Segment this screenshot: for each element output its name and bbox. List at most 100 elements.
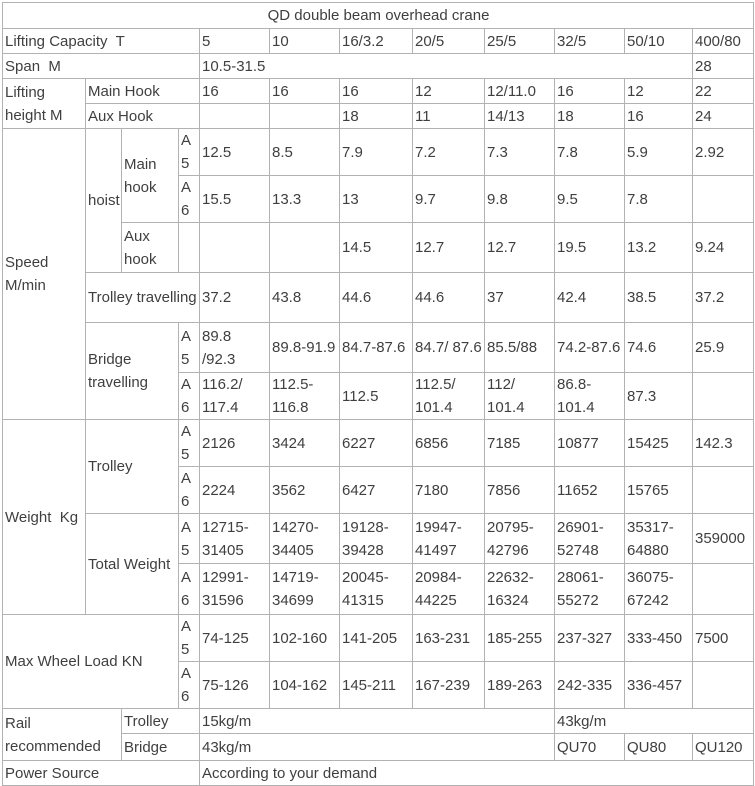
- table-cell: 24: [691, 103, 755, 129]
- table-cell: 15.5: [199, 175, 270, 223]
- table-cell: 74.2-87.6: [554, 322, 625, 373]
- table-cell: 13.2: [624, 222, 693, 273]
- row-label-aux-hook: Aux Hook: [85, 103, 200, 129]
- table-cell: 19.5: [554, 222, 625, 273]
- table-cell: 237-327: [554, 614, 625, 662]
- table-row: Span M 10.5-31.5 28: [2, 53, 755, 79]
- duty-class-a6: A6: [178, 661, 200, 709]
- table-cell: 9.5: [554, 175, 625, 223]
- table-cell: 25.9: [691, 322, 755, 373]
- table-cell: 15kg/m: [199, 708, 555, 734]
- table-row: QD double beam overhead crane: [1, 2, 755, 29]
- row-label-rail-trolley: Trolley: [121, 708, 200, 734]
- table-cell: 102-160: [269, 614, 340, 662]
- table-cell: 38.5: [624, 272, 693, 323]
- table-cell: 13.3: [269, 175, 340, 223]
- table-cell: 18: [339, 103, 413, 129]
- table-cell: 7.3: [484, 128, 555, 176]
- table-cell: 85.5/88: [484, 322, 555, 373]
- table-cell: 20984- 44225: [412, 563, 485, 615]
- table-cell: 44.6: [412, 272, 485, 323]
- table-cell: 20045- 41315: [339, 563, 413, 615]
- table-cell: 12/11.0: [484, 78, 555, 104]
- table-cell: 163-231: [412, 614, 485, 662]
- table-cell: 22632- 16324: [484, 563, 555, 615]
- table-cell: 10: [269, 28, 340, 54]
- table-cell: 16: [554, 78, 625, 104]
- table-row: Speed M/min hoist Main hook A5 12.5 8.5 7.9 7.2…: [2, 128, 755, 420]
- row-label-total-weight: Total Weight: [85, 513, 179, 615]
- table-cell: 2.92: [691, 128, 755, 176]
- table-cell: 84.7/ 87.6: [412, 322, 485, 373]
- table-cell: According to your demand: [198, 760, 755, 786]
- table-cell: 28: [691, 53, 755, 79]
- table-cell: 2224: [199, 466, 270, 514]
- row-label-lifting-height: Lifting height M: [2, 78, 86, 129]
- table-cell: 12715- 31405: [199, 513, 270, 564]
- row-label-power-source: Power Source: [2, 760, 200, 786]
- table-cell: 112.5: [339, 372, 413, 420]
- table-row: A6 2224 3562 6427 7180 7856 11652 15765: [3, 466, 755, 514]
- table-cell: QU120: [691, 733, 755, 761]
- table-cell: 16: [624, 103, 693, 129]
- table-cell: 16: [339, 78, 413, 104]
- table-cell: 9.24: [691, 222, 755, 273]
- table-row: Lifting height M Main Hook 16 16 16 12 12/11.0…: [2, 78, 755, 129]
- table-row: Rail recommended Trolley 15kg/m 43kg/m: [2, 708, 755, 761]
- table-cell: 7.2: [412, 128, 485, 176]
- table-cell: 7180: [412, 466, 485, 514]
- table-cell: 12: [412, 78, 485, 104]
- duty-class-a6: A6: [178, 372, 200, 420]
- table-cell: 7.8: [554, 128, 625, 176]
- table-cell: 11: [412, 103, 485, 129]
- table-cell: 43kg/m: [553, 708, 755, 734]
- table-cell: 7185: [484, 419, 555, 467]
- duty-class-a5: A5: [178, 322, 200, 373]
- table-cell: 10.5-31.5: [199, 53, 693, 79]
- table-cell: 5.9: [624, 128, 693, 176]
- table-cell: 11652: [554, 466, 625, 514]
- table-cell: [178, 222, 200, 273]
- table-cell: 87.3: [624, 372, 693, 420]
- table-cell: 43.8: [269, 272, 340, 323]
- table-cell: 116.2/ 117.4: [199, 372, 270, 420]
- table-cell: [199, 222, 270, 273]
- table-row: Bridge travelling A5 89.8 /92.3 89.8-91.9 84…: [3, 322, 755, 420]
- table-cell: [691, 661, 755, 709]
- table-title: QD double beam overhead crane: [1, 2, 755, 29]
- table-cell: 2126: [199, 419, 270, 467]
- row-label-hoist-main-hook: Main hook: [121, 128, 179, 223]
- table-cell: QU80: [624, 733, 693, 761]
- table-cell: 25/5: [484, 28, 555, 54]
- table-cell: 28061- 55272: [554, 563, 625, 615]
- table-cell: 112.5/ 101.4: [412, 372, 485, 420]
- table-cell: 242-335: [554, 661, 625, 709]
- table-cell: [199, 103, 270, 129]
- duty-class-a6: A6: [178, 466, 200, 514]
- duty-class-a6: A6: [178, 563, 200, 615]
- table-row: Aux Hook 18 11 14/13 18 16 24: [3, 103, 755, 129]
- table-cell: 7856: [484, 466, 555, 514]
- row-label-speed: Speed M/min: [2, 128, 86, 420]
- table-cell: 14.5: [339, 222, 413, 273]
- row-label-bridge-travelling: Bridge travelling: [85, 322, 179, 420]
- table-cell: [691, 372, 755, 420]
- table-cell: 89.8 /92.3: [199, 322, 270, 373]
- table-cell: 7.8: [624, 175, 693, 223]
- table-cell: 142.3: [691, 419, 755, 467]
- table-cell: 74.6: [624, 322, 693, 373]
- table-cell: 19947- 41497: [412, 513, 485, 564]
- table-cell: 42.4: [554, 272, 625, 323]
- table-row: A6 12991- 31596 14719- 34699 20045- 41315 20…: [3, 563, 755, 615]
- table-cell: 14/13: [484, 103, 555, 129]
- table-row: A6 15.5 13.3 13 9.7 9.8 9.5 7.8: [3, 175, 755, 223]
- table-cell: 9.7: [412, 175, 485, 223]
- table-cell: 141-205: [339, 614, 413, 662]
- table-cell: 16: [199, 78, 270, 104]
- table-cell: 18: [554, 103, 625, 129]
- table-row: Lifting Capacity T 5 10 16/3.2 20/5 25/5 32/5 5…: [2, 28, 755, 54]
- duty-class-a5: A5: [178, 513, 200, 564]
